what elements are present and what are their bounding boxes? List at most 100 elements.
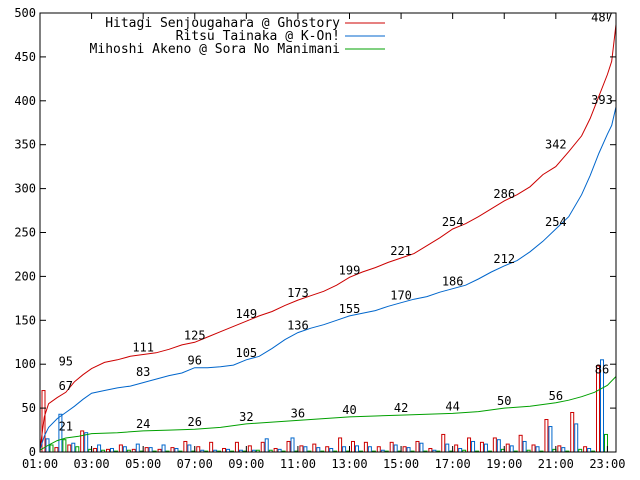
bar-series-0 (363, 441, 368, 453)
y-tick-label: 0 (29, 445, 36, 459)
data-label: 186 (442, 275, 464, 289)
bar-series-0 (183, 440, 188, 453)
bar-series-1 (161, 444, 166, 453)
bar-series-1 (148, 447, 153, 453)
bar-series-1 (483, 443, 488, 453)
bar-series-0 (467, 437, 472, 453)
data-labels-layer: 9511112514917319922125428634248767839610… (59, 10, 613, 433)
data-label: 105 (235, 346, 257, 360)
data-label: 136 (287, 319, 309, 333)
bar-series-1 (122, 446, 127, 453)
data-label: 254 (545, 215, 567, 229)
bar-series-0 (441, 433, 446, 453)
data-label: 149 (235, 307, 257, 321)
bar-series-2 (49, 444, 54, 453)
data-label: 125 (184, 328, 206, 342)
bar-series-0 (544, 419, 549, 453)
y-tick-label: 500 (14, 6, 36, 20)
data-label: 67 (59, 379, 73, 393)
bar-series-1 (445, 443, 450, 453)
line-series-2 (39, 376, 617, 451)
data-label: 83 (136, 365, 150, 379)
x-tick-label: 11:00 (280, 457, 316, 471)
y-tick-label: 50 (22, 401, 36, 415)
bar-series-1 (406, 447, 411, 453)
bar-series-1 (329, 447, 334, 453)
data-label: 111 (132, 341, 154, 355)
bar-series-1 (342, 446, 347, 453)
data-label: 199 (339, 263, 361, 277)
bar-series-1 (471, 440, 476, 453)
x-tick-label: 19:00 (486, 457, 522, 471)
y-tick-label: 450 (14, 50, 36, 64)
bar-series-0 (247, 445, 252, 453)
data-label: 221 (390, 244, 412, 258)
bar-series-1 (290, 437, 295, 453)
bar-series-0 (338, 437, 343, 453)
bar-series-0 (312, 443, 317, 453)
bar-series-0 (286, 440, 291, 453)
data-label: 21 (59, 420, 73, 434)
bar-series-0 (557, 445, 562, 453)
data-label: 254 (442, 215, 464, 229)
bar-series-1 (587, 447, 592, 453)
bar-series-0 (492, 437, 497, 453)
bar-series-1 (135, 443, 140, 453)
x-tick-label: 23:00 (589, 457, 625, 471)
line-series-1 (39, 106, 617, 450)
bar-series-0 (596, 365, 601, 453)
bar-series-1 (316, 447, 321, 453)
x-tick-label: 13:00 (331, 457, 367, 471)
bar-series-0 (196, 446, 201, 453)
bar-series-1 (535, 446, 540, 453)
bar-series-2 (75, 446, 80, 453)
y-tick-label: 400 (14, 94, 36, 108)
bar-series-1 (174, 447, 179, 453)
bars-layer (41, 359, 609, 453)
bar-series-1 (574, 423, 579, 453)
bar-series-1 (561, 447, 566, 453)
data-label: 393 (591, 93, 613, 107)
bar-series-0 (479, 441, 484, 453)
data-label: 170 (390, 289, 412, 303)
data-label: 42 (394, 401, 408, 415)
legend-label: Ritsu Tainaka @ K-On! (176, 29, 340, 44)
bar-series-0 (415, 440, 420, 453)
bar-series-1 (419, 442, 424, 453)
bar-series-1 (548, 426, 553, 453)
bar-series-0 (234, 441, 239, 453)
x-tick-label: 15:00 (383, 457, 419, 471)
x-tick-label: 17:00 (435, 457, 471, 471)
data-label: 342 (545, 138, 567, 152)
bar-series-1 (367, 446, 372, 453)
bar-series-0 (80, 430, 85, 453)
data-label: 173 (287, 286, 309, 300)
data-label: 86 (595, 362, 609, 376)
x-tick-label: 09:00 (228, 457, 264, 471)
data-label: 95 (59, 355, 73, 369)
legend-label: Hitagi Senjougahara @ Ghostory (105, 16, 340, 31)
bar-series-1 (264, 438, 269, 453)
data-label: 155 (339, 302, 361, 316)
x-tick-label: 05:00 (125, 457, 161, 471)
bar-series-0 (273, 447, 278, 453)
bar-series-0 (325, 446, 330, 453)
bar-series-0 (389, 441, 394, 453)
bar-series-0 (518, 434, 523, 453)
y-tick-label: 100 (14, 357, 36, 371)
data-label: 96 (188, 354, 202, 368)
data-label: 26 (188, 415, 202, 429)
data-label: 32 (239, 410, 253, 424)
bar-series-0 (350, 440, 355, 453)
bar-series-1 (109, 447, 114, 453)
data-label: 56 (549, 389, 563, 403)
bar-series-0 (118, 444, 123, 453)
bar-series-0 (454, 444, 459, 453)
bar-series-0 (93, 447, 98, 453)
data-label: 24 (136, 417, 150, 431)
axes-layer: 0 50 100 150 200 250 300 350 400 450 500 01:00 03:00… (14, 6, 625, 471)
bar-series-0 (260, 441, 265, 453)
x-tick-label: 03:00 (74, 457, 110, 471)
bar-series-1 (496, 439, 501, 453)
